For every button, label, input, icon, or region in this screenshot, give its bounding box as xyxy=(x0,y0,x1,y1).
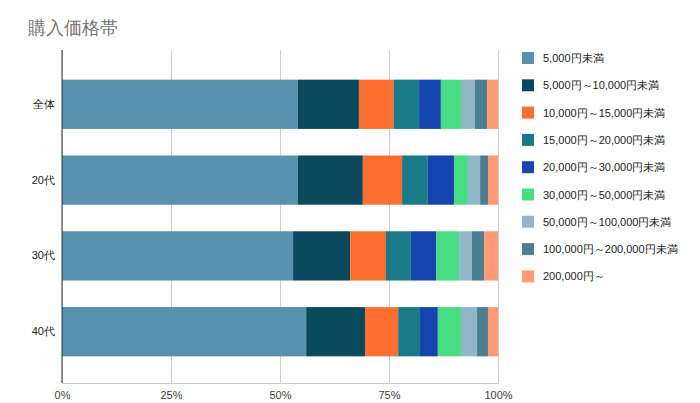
bar xyxy=(62,80,298,129)
bar xyxy=(461,80,475,129)
x-axis: 0% 25% 50% 75% 100% xyxy=(55,50,513,401)
legend-item: 200,000円～ xyxy=(522,270,605,282)
bar xyxy=(487,80,498,129)
x-tick-label: 50% xyxy=(269,389,291,401)
legend-swatch xyxy=(522,243,534,255)
bar xyxy=(306,307,365,356)
legend-item: 5,000円未満 xyxy=(522,52,604,64)
legend-label: 50,000円～100,000円未満 xyxy=(543,216,671,228)
legend-swatch xyxy=(522,79,534,91)
legend-label: 10,000円～15,000円未満 xyxy=(543,107,665,119)
bar xyxy=(363,155,402,204)
grid-line xyxy=(498,50,499,383)
y-tick-label: 20代 xyxy=(32,174,55,186)
bar xyxy=(477,307,488,356)
y-tick-label: 全体 xyxy=(33,98,55,110)
x-tick-label: 0% xyxy=(55,389,71,401)
bar xyxy=(62,307,306,356)
bar xyxy=(436,231,459,280)
bar xyxy=(298,155,363,204)
x-axis-line xyxy=(63,50,499,384)
legend: 5,000円未満 5,000円～10,000円未満 10,000円～15,000円未… xyxy=(522,52,678,282)
y-tick-label: 30代 xyxy=(32,249,55,261)
x-tick-label: 100% xyxy=(484,389,512,401)
series xyxy=(472,80,488,357)
legend-item: 20,000円～30,000円未満 xyxy=(522,161,665,173)
bar xyxy=(454,155,468,204)
bar xyxy=(365,307,398,356)
series xyxy=(484,80,498,357)
y-tick: 20代 xyxy=(32,174,62,186)
bar xyxy=(402,155,428,204)
legend-label: 15,000円～20,000円未満 xyxy=(543,134,665,146)
bar xyxy=(484,231,498,280)
y-axis: 全体 20代 30代 40代 xyxy=(32,50,62,383)
legend-swatch xyxy=(522,189,534,201)
series xyxy=(62,80,306,357)
y-tick-label: 40代 xyxy=(32,325,55,337)
legend-label: 30,000円～50,000円未満 xyxy=(543,189,665,201)
legend-label: 200,000円～ xyxy=(543,270,605,282)
title: 購入価格帯 xyxy=(28,18,118,38)
bar xyxy=(398,307,420,356)
legend-swatch xyxy=(522,52,534,64)
bar xyxy=(293,231,350,280)
series xyxy=(293,80,365,357)
legend-swatch xyxy=(522,270,534,282)
bar xyxy=(480,155,488,204)
x-tick-label: 25% xyxy=(160,389,182,401)
bar xyxy=(420,307,438,356)
legend-item: 5,000円～10,000円未満 xyxy=(522,79,659,91)
bar xyxy=(62,231,293,280)
bar xyxy=(411,231,436,280)
y-tick: 30代 xyxy=(32,249,62,261)
bar xyxy=(419,80,441,129)
x-tick: 100% xyxy=(484,50,512,401)
legend-label: 5,000円～10,000円未満 xyxy=(543,79,659,91)
legend-label: 5,000円未満 xyxy=(543,52,604,64)
y-tick: 全体 xyxy=(33,98,62,110)
bar xyxy=(298,80,359,129)
chart: 購入価格帯0%25%50%75%100%全体20代30代40代5,000円未満5… xyxy=(0,0,700,403)
legend-swatch xyxy=(522,161,534,173)
legend-item: 10,000円～15,000円未満 xyxy=(522,107,665,119)
x-tick-label: 75% xyxy=(378,389,400,401)
legend-label: 100,000円～200,000円未満 xyxy=(543,243,678,255)
legend-swatch xyxy=(522,107,534,119)
bar xyxy=(488,155,498,204)
bar xyxy=(441,80,461,129)
legend-swatch xyxy=(522,134,534,146)
y-axis-line xyxy=(62,50,63,383)
legend-item: 30,000円～50,000円未満 xyxy=(522,189,665,201)
bar xyxy=(488,307,498,356)
legend-label: 20,000円～30,000円未満 xyxy=(543,161,665,173)
bar xyxy=(438,307,461,356)
bar xyxy=(428,155,454,204)
bar xyxy=(461,307,477,356)
bar xyxy=(386,231,411,280)
bar xyxy=(62,155,298,204)
legend-item: 15,000円～20,000円未満 xyxy=(522,134,665,146)
bar xyxy=(350,231,386,280)
bars xyxy=(62,80,498,357)
y-tick: 40代 xyxy=(32,325,62,337)
legend-item: 50,000円～100,000円未満 xyxy=(522,216,671,228)
legend-swatch xyxy=(522,216,534,228)
bar xyxy=(394,80,419,129)
legend-item: 100,000円～200,000円未満 xyxy=(522,243,678,255)
bar xyxy=(468,155,480,204)
bar xyxy=(472,231,484,280)
bar xyxy=(475,80,487,129)
bar xyxy=(459,231,472,280)
bar xyxy=(359,80,394,129)
